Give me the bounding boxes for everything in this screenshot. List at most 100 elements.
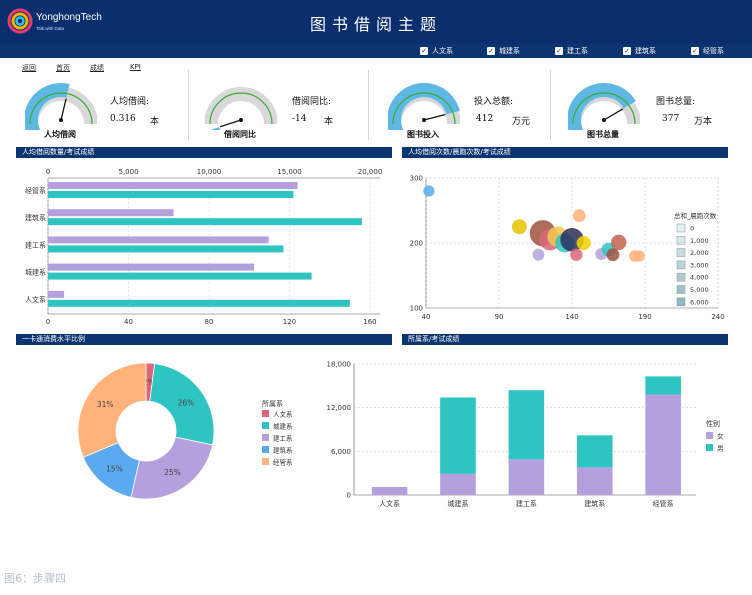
bar [48,182,298,189]
filter-bar: ✓ 人文系 ✓ 城建系 ✓ 建工系 ✓ 建筑系 ✓ 经管系 [0,44,752,58]
category-label: 人文系 [25,295,46,304]
filter-checkbox-chengjian[interactable]: ✓ 城建系 [487,46,520,56]
scatter-point [532,248,545,261]
tick-label: 6,000 [331,448,351,456]
legend-swatch [706,444,713,451]
nav-link-home[interactable]: 首页 [56,64,70,72]
tick-label: 0 [46,318,50,326]
tick-label: 90 [495,313,504,321]
legend-swatch [676,285,686,294]
checkbox-icon[interactable]: ✓ [691,47,699,55]
legend-swatch [676,248,686,257]
scatter-point [606,248,620,262]
gauge-caption: 借阅同比 [224,129,256,139]
kpi-unit: 本 [150,117,160,127]
category-label: 经管系 [25,186,46,195]
category-label: 建筑系 [584,499,605,508]
filter-label: 建工系 [567,47,588,55]
bar [48,272,312,280]
gauge-needle [603,108,624,121]
legend-title: 总和_晨跑次数 [674,211,717,220]
category-label: 人文系 [379,499,400,508]
checkbox-icon[interactable]: ✓ [555,47,563,55]
tick-label: 18,000 [327,361,352,369]
tick-label: 300 [410,175,423,183]
gauge-fill [210,126,221,130]
gauge-caption: 图书投入 [407,129,439,139]
slice-label: 31% [97,400,114,409]
kpi-value: 377 [662,114,680,124]
legend-label: 0 [690,225,694,233]
scatter-point [423,185,435,197]
nav-link-kpi[interactable]: KPI [130,63,141,71]
bar [48,191,294,198]
scatter-point [576,235,591,251]
tick-label: 160 [363,318,376,326]
donut-slice [149,363,215,446]
kpi-divider [368,70,369,140]
tick-label: 0 [347,492,351,500]
tick-label: 190 [638,313,651,321]
gauge-fill [388,83,460,130]
legend-label: 女 [717,432,724,441]
filter-label: 人文系 [432,47,453,55]
legend-swatch [676,236,686,245]
tick-label: 10,000 [197,168,222,176]
stacked-bar-segment [645,376,681,395]
scatter-chart-borrowing-running: 40 90 140 190 240 100 200 300 总和_晨跑次数 0 1,000 2,000… [410,175,725,322]
tick-label: 15,000 [277,168,302,176]
legend-swatch [262,458,269,465]
kpi-divider [550,70,551,140]
legend-swatch [706,432,713,439]
scatter-point [633,250,645,262]
legend-label: 5,000 [690,286,709,294]
stacked-bar-segment [508,459,545,495]
kpi-value: 0.316 [110,114,136,124]
kpi-label: 投入总额: [474,97,514,107]
tick-label: 0 [46,168,50,176]
kpi-label: 图书总量: [656,97,696,107]
bar [48,290,65,298]
tick-label: 20,000 [358,168,383,176]
scatter-point [511,219,527,235]
legend-label: 人文系 [273,410,293,419]
legend-label: 城建系 [273,422,293,431]
tick-label: 100 [410,305,423,313]
gauge-needle [423,113,446,121]
gauge-investment [388,83,460,130]
legend-title: 所属系 [262,399,283,408]
slice-label: 15% [106,465,123,474]
filter-checkbox-jianzhu[interactable]: ✓ 建筑系 [623,46,656,56]
filter-checkbox-renwen[interactable]: ✓ 人文系 [420,46,453,56]
stacked-bar-segment [508,390,545,460]
gauge-needle [219,119,242,128]
brand-name: YonghongTech [36,12,102,23]
stacked-bar-segment [440,473,476,495]
stacked-bar-segment [576,467,613,495]
logo-icon [7,8,33,34]
bar [48,209,174,217]
category-label: 城建系 [447,499,468,508]
legend-label: 4,000 [690,274,709,282]
kpi-divider [188,70,189,140]
tick-label: 12,000 [327,404,352,412]
legend-swatch [676,297,686,307]
gauge-needle [60,98,67,121]
filter-checkbox-jiangong[interactable]: ✓ 建工系 [555,46,588,56]
page-title: 图书借阅主题 [309,15,442,34]
kpi-value: 412 [476,114,494,124]
bar [48,299,350,307]
category-label: 建筑系 [25,213,46,222]
tick-label: 120 [283,318,296,326]
legend-swatch [676,223,686,233]
checkbox-icon[interactable]: ✓ [487,47,495,55]
tick-label: 240 [711,313,724,321]
legend-label: 经管系 [273,458,293,467]
nav-link-scores[interactable]: 成绩 [90,64,104,72]
stacked-bar-segment [576,435,613,468]
checkbox-icon[interactable]: ✓ [420,47,428,55]
filter-checkbox-jingguan[interactable]: ✓ 经管系 [691,46,724,56]
checkbox-icon[interactable]: ✓ [623,47,631,55]
nav-link-back[interactable]: 返回 [22,64,36,72]
